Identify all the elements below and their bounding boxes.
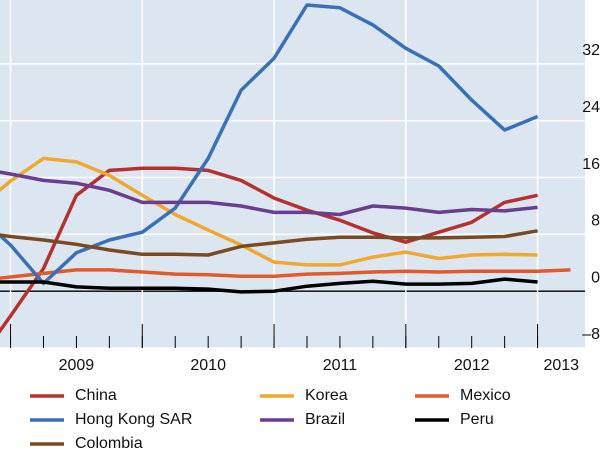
series-line: [0, 170, 538, 217]
series-line: [0, 166, 538, 334]
x-tick-label: 2011: [323, 357, 358, 374]
series-line: [0, 229, 538, 257]
series-lines: [0, 3, 571, 334]
x-tick-label: 2010: [190, 357, 226, 374]
series-line: [0, 268, 571, 280]
legend-label: Brazil: [305, 411, 345, 428]
x-tick-label: 2009: [59, 357, 95, 374]
plot-background: [0, 0, 585, 348]
legend-label: China: [75, 387, 117, 404]
y-tick-label: 0: [591, 269, 600, 286]
series-line: [0, 277, 538, 294]
legend-label: Hong Kong SAR: [75, 411, 192, 428]
y-tick-label: 16: [582, 156, 600, 173]
series-line: [0, 156, 538, 267]
legend-label: Peru: [460, 411, 494, 428]
x-tick-label: 2013: [543, 357, 579, 374]
series-line: [0, 3, 539, 286]
legend-label: Mexico: [460, 387, 511, 404]
y-tick-label: –8: [582, 326, 600, 343]
legend-label: Colombia: [75, 435, 143, 452]
y-tick-label: 32: [582, 42, 600, 59]
x-tick-label: 2012: [454, 357, 490, 374]
y-tick-label: 8: [591, 213, 600, 230]
y-tick-label: 24: [582, 99, 600, 116]
legend-label: Korea: [305, 387, 348, 404]
